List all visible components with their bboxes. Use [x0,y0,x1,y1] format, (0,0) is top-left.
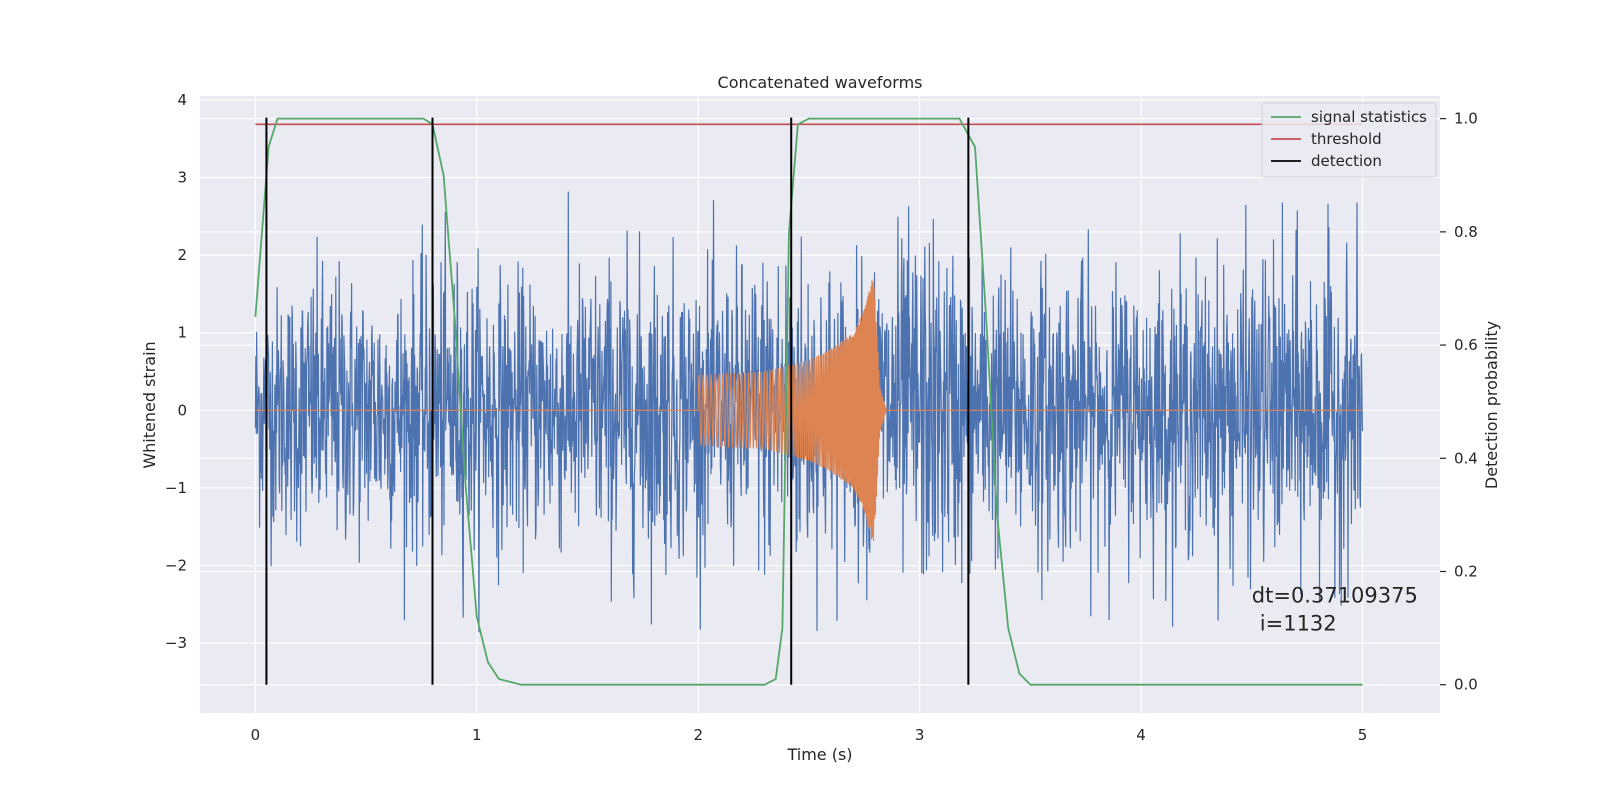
chirp-signal-line [255,279,1363,541]
y-tick-labels: −3 −2 −1 0 1 2 3 4 [165,91,187,652]
legend-detection-label: detection [1311,152,1382,170]
signal-statistics-line [254,117,1363,686]
chart-title: Concatenated waveforms [718,73,923,92]
y-axis-label: Whitened strain [140,341,159,468]
x-tick-label: 4 [1136,726,1146,744]
y2-tick-label: 0.2 [1454,562,1478,580]
x-tick-label: 2 [693,726,703,744]
y-tick-label: 1 [177,324,187,342]
legend-signal-statistics-label: signal statistics [1311,108,1427,126]
annotation-i: i=1132 [1260,611,1337,635]
detection-lines [265,117,970,685]
y-tick-label: −3 [165,634,187,652]
y-tick-label: 3 [177,168,187,186]
y-tick-label: 2 [177,246,187,264]
y2-tick-label: 0.4 [1454,449,1478,467]
y-tick-label: 0 [177,401,187,419]
y2-tick-label: 0.0 [1454,676,1478,694]
legend: signal statistics threshold detection [1261,102,1437,178]
y-tick-label: −2 [165,557,187,575]
x-tick-label: 5 [1358,726,1368,744]
legend-box [1261,102,1437,178]
y2-tick-labels: 0.0 0.2 0.4 0.6 0.8 1.0 [1440,110,1478,694]
legend-threshold-label: threshold [1311,130,1382,148]
x-tick-label: 1 [472,726,482,744]
x-tick-labels: 0 1 2 3 4 5 [251,726,1368,744]
annotation-dt: dt=0.37109375 [1252,583,1418,607]
y2-tick-label: 1.0 [1454,110,1478,128]
x-axis-label: Time (s) [786,745,852,764]
x-tick-label: 0 [251,726,261,744]
y2-tick-label: 0.6 [1454,336,1478,354]
y-tick-label: −1 [165,479,187,497]
y-tick-label: 4 [177,91,187,109]
plot-area [254,117,1364,686]
y2-tick-label: 0.8 [1454,223,1478,241]
x-tick-label: 3 [915,726,925,744]
y2-axis-label: Detection probability [1482,321,1501,489]
